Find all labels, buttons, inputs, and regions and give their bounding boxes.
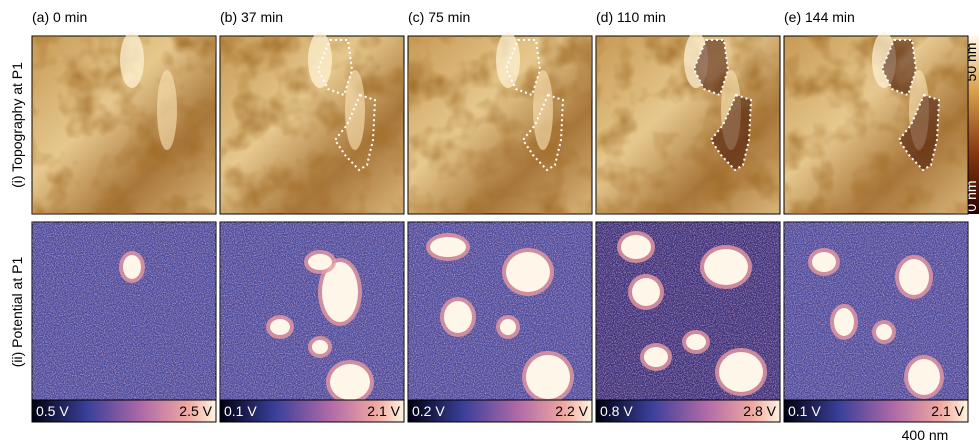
domain <box>876 324 892 340</box>
domain <box>500 319 516 335</box>
colorbar-max: 2.8 V <box>743 403 776 419</box>
domain <box>632 278 660 306</box>
colorbar-min: 0.1 V <box>788 403 821 419</box>
domain <box>430 237 466 257</box>
figure: (i) Topography at P1 (ii) Potential at P… <box>0 0 979 448</box>
domain <box>308 254 332 270</box>
bright-ridge <box>308 32 332 88</box>
domain <box>686 334 706 350</box>
bright-ridge <box>157 70 177 150</box>
colorbar-min: 0.1 V <box>224 403 257 419</box>
domain <box>270 319 290 335</box>
panel-label: (d) 110 min <box>596 9 666 25</box>
domain <box>834 308 854 336</box>
colorbar-min: 0.8 V <box>600 403 633 419</box>
domain <box>719 352 763 392</box>
panel-label: (e) 144 min <box>784 9 855 25</box>
colorbar-max: 2.1 V <box>367 403 400 419</box>
potential-noise <box>220 222 404 400</box>
row-label: (ii) Potential at P1 <box>9 257 25 368</box>
domain <box>908 359 940 395</box>
panel-label: (b) 37 min <box>220 9 283 25</box>
panel-label: (a) 0 min <box>32 9 87 25</box>
row-label: (i) Topography at P1 <box>9 62 25 188</box>
potential-noise <box>32 222 216 400</box>
domain <box>444 301 472 333</box>
colorbar-max: 2.2 V <box>555 403 588 419</box>
domain <box>312 340 328 354</box>
panel-label: (c) 75 min <box>408 9 470 25</box>
colorbar-min: 0.2 V <box>412 403 445 419</box>
domain <box>123 255 141 279</box>
domain <box>526 355 570 399</box>
bright-ridge <box>496 32 520 88</box>
domain <box>704 249 748 285</box>
colorbar-min: 0.5 V <box>36 403 69 419</box>
colorbar-max: 2.1 V <box>931 403 964 419</box>
domain <box>812 252 836 272</box>
domain <box>899 259 929 295</box>
domain <box>506 252 550 292</box>
bright-ridge <box>120 32 144 88</box>
colorbar-max: 2.5 V <box>179 403 212 419</box>
domain <box>644 347 668 367</box>
domain <box>621 235 651 259</box>
scale-bar-label: 400 nm <box>902 427 949 443</box>
domain <box>330 364 370 400</box>
